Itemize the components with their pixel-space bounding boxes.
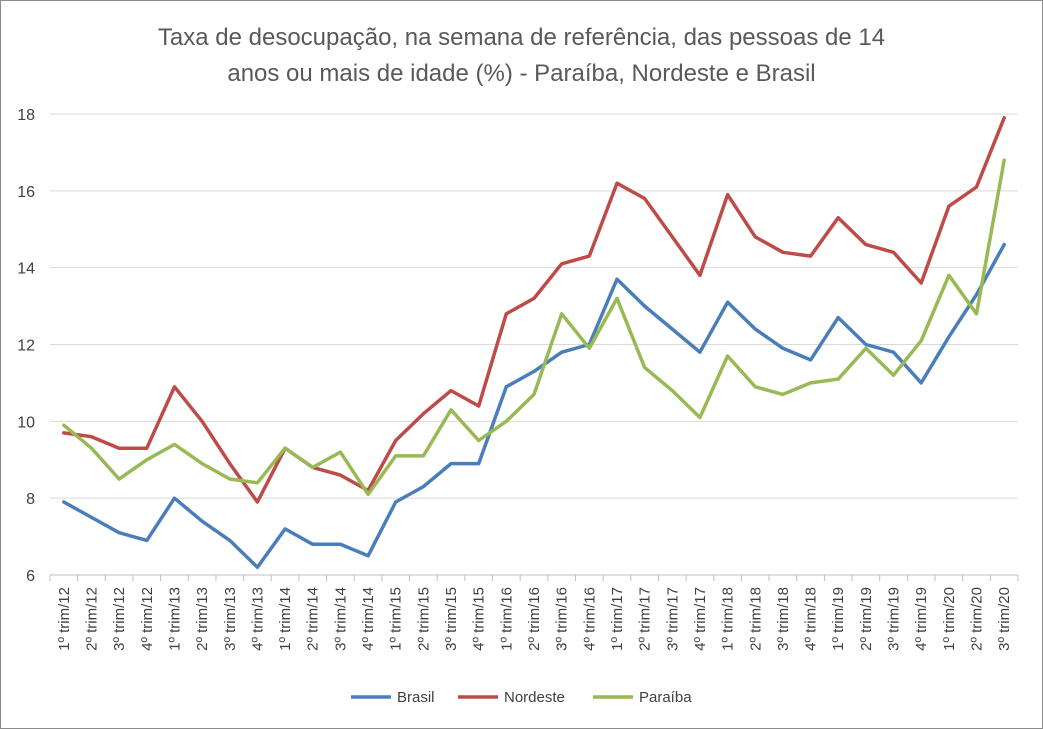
x-tick-label: 1º trim/20 — [941, 587, 958, 651]
x-tick-label: 4º trim/19 — [913, 587, 930, 651]
x-tick-label: 1º trim/19 — [830, 587, 847, 651]
x-tick-label: 2º trim/16 — [526, 587, 543, 651]
x-tick-label: 2º trim/12 — [83, 587, 100, 651]
x-tick-label: 2º trim/18 — [747, 587, 764, 651]
y-tick-label: 16 — [17, 184, 35, 201]
x-tick-label: 1º trim/16 — [498, 587, 515, 651]
legend-label: Brasil — [397, 689, 435, 706]
x-tick-label: 3º trim/12 — [111, 587, 128, 651]
x-tick-label: 2º trim/14 — [305, 587, 322, 651]
x-tick-label: 1º trim/18 — [720, 587, 737, 651]
y-tick-label: 8 — [26, 491, 35, 508]
x-tick-label: 4º trim/12 — [139, 587, 156, 651]
x-tick-label: 4º trim/18 — [803, 587, 820, 651]
x-tick-label: 2º trim/19 — [858, 587, 875, 651]
y-tick-label: 10 — [17, 414, 35, 431]
x-tick-label: 3º trim/18 — [775, 587, 792, 651]
x-tick-label: 3º trim/16 — [554, 587, 571, 651]
x-tick-label: 2º trim/17 — [637, 587, 654, 651]
x-tick-label: 1º trim/12 — [56, 587, 73, 651]
x-tick-label: 4º trim/14 — [360, 587, 377, 651]
x-tick-label: 3º trim/13 — [222, 587, 239, 651]
x-tick-label: 3º trim/14 — [332, 587, 349, 651]
x-tick-label: 3º trim/15 — [443, 587, 460, 651]
x-tick-label: 2º trim/13 — [194, 587, 211, 651]
x-tick-label: 1º trim/15 — [388, 587, 405, 651]
legend: Brasil Nordeste Paraíba — [351, 689, 692, 706]
x-tick-label: 3º trim/19 — [886, 587, 903, 651]
legend-label: Paraíba — [639, 689, 692, 706]
y-tick-label: 6 — [26, 568, 35, 585]
y-tick-label: 12 — [17, 338, 35, 355]
x-tick-label: 1º trim/13 — [166, 587, 183, 651]
x-tick-label: 2º trim/20 — [969, 587, 986, 651]
series-line-brasil — [62, 242, 1006, 570]
chart-title: Taxa de desocupação, na semana de referê… — [0, 20, 1043, 92]
x-tick-label: 4º trim/13 — [249, 587, 266, 651]
y-tick-label: 14 — [17, 261, 35, 278]
x-tick-label: 1º trim/14 — [277, 587, 294, 651]
y-axis-ticks: 6 8 10 12 14 16 18 — [17, 107, 35, 585]
series-line-nordeste — [62, 116, 1006, 504]
x-tick-label: 4º trim/15 — [471, 587, 488, 651]
chart-title-line-2: anos ou mais de idade (%) - Paraíba, Nor… — [227, 60, 816, 87]
series-lines — [62, 116, 1006, 570]
series-line-paraiba — [62, 158, 1006, 497]
legend-label: Nordeste — [504, 689, 565, 706]
chart-title-line-1: Taxa de desocupação, na semana de referê… — [157, 24, 886, 51]
x-tick-label: 4º trim/17 — [692, 587, 709, 651]
gridlines — [50, 113, 1018, 576]
x-tick-label: 2º trim/15 — [415, 587, 432, 651]
x-axis-ticks: 1º trim/12 2º trim/12 3º trim/12 4º trim/12… — [49, 575, 1019, 651]
x-tick-label: 4º trim/16 — [581, 587, 598, 651]
x-tick-label: 1º trim/17 — [609, 587, 626, 651]
y-tick-label: 18 — [17, 107, 35, 124]
x-tick-label: 3º trim/17 — [664, 587, 681, 651]
x-tick-label: 3º trim/20 — [996, 587, 1013, 651]
